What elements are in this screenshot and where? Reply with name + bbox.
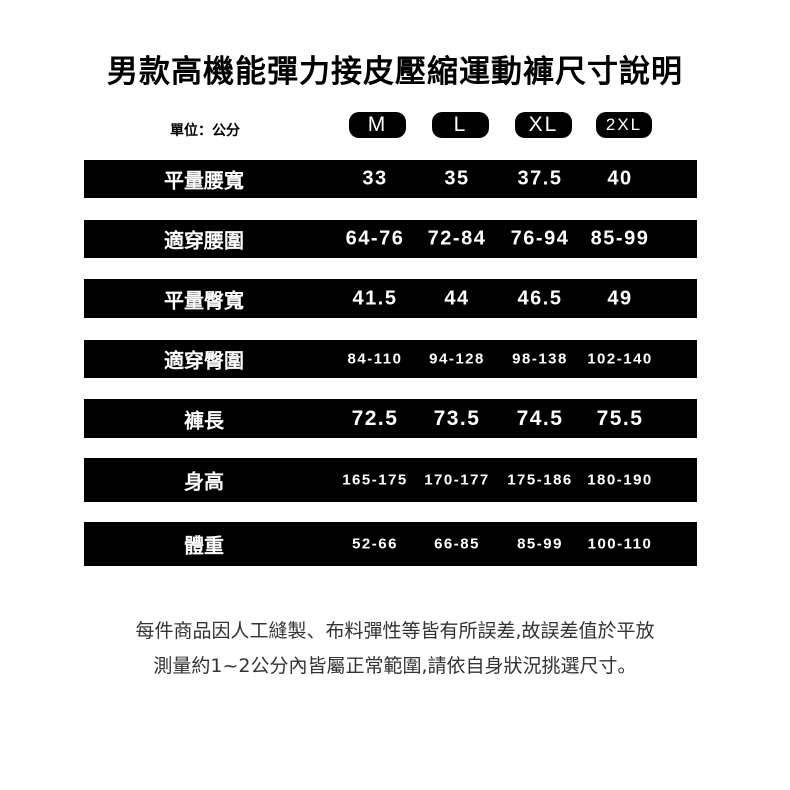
row-value-l: 94-128	[429, 350, 485, 368]
row-label: 平量臀寬	[164, 288, 244, 312]
row-value-2xl: 40	[607, 167, 633, 190]
row-value-l: 72-84	[427, 227, 487, 250]
size-badge-xl: XL	[515, 112, 572, 138]
row-value-2xl: 100-110	[587, 535, 653, 553]
row-value-l: 73.5	[433, 406, 481, 430]
table-row: 適穿臀圍 84-110 94-128 98-138 102-140	[84, 340, 697, 378]
size-badge-m: M	[349, 112, 406, 138]
size-badge-l: L	[432, 112, 489, 138]
row-value-m: 72.5	[351, 406, 399, 430]
table-row: 褲長 72.5 73.5 74.5 75.5	[84, 399, 697, 438]
row-value-m: 64-76	[345, 227, 405, 250]
row-value-xl: 85-99	[517, 535, 563, 553]
table-row: 體重 52-66 66-85 85-99 100-110	[84, 522, 697, 566]
row-value-xl: 76-94	[510, 227, 570, 250]
row-label: 適穿臀圍	[164, 348, 244, 373]
page-title: 男款高機能彈力接皮壓縮運動褲尺寸說明	[107, 54, 683, 90]
table-row: 平量腰寬 33 35 37.5 40	[84, 160, 697, 198]
unit-label: 單位：公分	[170, 123, 240, 139]
row-value-m: 52-66	[352, 535, 398, 553]
row-value-m: 84-110	[347, 350, 403, 368]
row-value-l: 35	[444, 167, 470, 190]
row-value-m: 33	[362, 167, 388, 190]
row-value-2xl: 102-140	[587, 350, 653, 368]
row-value-2xl: 75.5	[596, 406, 644, 430]
row-value-xl: 74.5	[516, 406, 564, 430]
row-value-m: 41.5	[352, 287, 398, 309]
size-badge-2xl: 2XL	[596, 112, 652, 138]
row-value-2xl: 180-190	[587, 471, 653, 489]
row-value-m: 165-175	[342, 471, 408, 489]
note-line-1: 每件商品因人工縫製、布料彈性等皆有所誤差,故誤差值於平放	[135, 620, 655, 642]
row-label: 褲長	[184, 408, 224, 432]
row-value-2xl: 49	[607, 287, 633, 309]
row-value-xl: 175-186	[507, 471, 573, 489]
row-value-2xl: 85-99	[590, 227, 650, 250]
table-row: 身高 165-175 170-177 175-186 180-190	[84, 458, 697, 502]
table-row: 平量臀寬 41.5 44 46.5 49	[84, 279, 697, 318]
row-value-xl: 46.5	[517, 287, 563, 309]
row-value-xl: 98-138	[512, 350, 568, 368]
row-value-l: 170-177	[424, 471, 490, 489]
row-label: 適穿腰圍	[164, 228, 244, 253]
row-label: 身高	[184, 469, 224, 494]
note-line-2: 測量約1~2公分內皆屬正常範圍,請依自身狀況挑選尺寸。	[153, 655, 637, 677]
row-value-l: 66-85	[434, 535, 480, 553]
row-label: 體重	[184, 533, 224, 558]
row-label: 平量腰寬	[164, 168, 244, 193]
row-value-xl: 37.5	[517, 167, 563, 190]
row-value-l: 44	[444, 287, 470, 309]
table-row: 適穿腰圍 64-76 72-84 76-94 85-99	[84, 220, 697, 258]
